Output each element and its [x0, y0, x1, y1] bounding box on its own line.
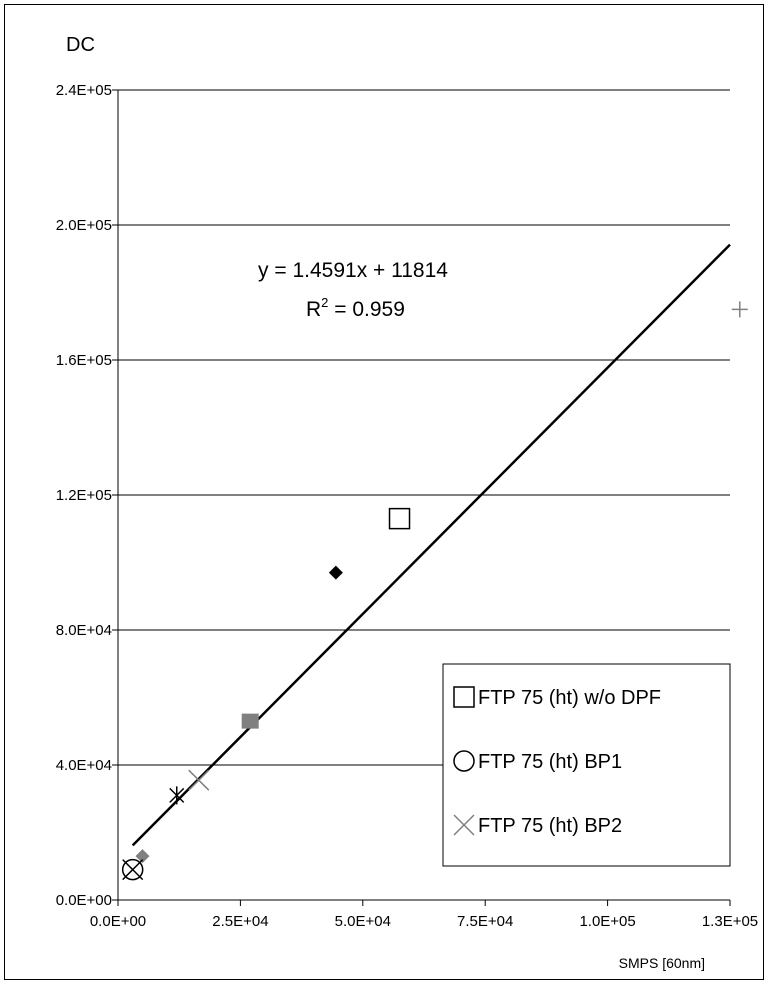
y-axis-title: DC	[66, 34, 95, 56]
x-tick-label: 5.0E+04	[335, 913, 391, 930]
r-squared-value: = 0.959	[328, 298, 404, 321]
data-point	[328, 565, 343, 580]
y-tick-label: 1.2E+05	[56, 487, 112, 504]
legend-swatch	[453, 686, 475, 708]
data-point	[122, 859, 144, 881]
x-tick-label: 0.0E+00	[90, 913, 146, 930]
marker-stroke	[188, 769, 210, 791]
y-tick-label: 2.0E+05	[56, 217, 112, 234]
data-point	[135, 849, 150, 864]
r-squared-exponent: 2	[321, 295, 328, 310]
trendline-layer	[131, 243, 731, 847]
legend-box	[442, 663, 731, 867]
marker-shape	[388, 507, 411, 530]
y-tick-label: 4.0E+04	[56, 757, 112, 774]
y-tick-label: 1.6E+05	[56, 352, 112, 369]
marker-shape	[328, 565, 343, 580]
marker-shape	[241, 713, 259, 729]
x-axis-title: SMPS [60nm]	[619, 955, 705, 971]
legend-swatch	[453, 750, 475, 772]
legend-items: FTP 75 (ht) w/o DPF FTP 75 (ht) BP1 FTP 75…	[453, 686, 661, 837]
legend: FTP 75 (ht) w/o DPF FTP 75 (ht) BP1 FTP 75…	[442, 663, 731, 867]
r-squared-letter: R	[306, 298, 321, 321]
marker-stroke	[453, 814, 475, 836]
x-tick-label: 1.0E+05	[579, 913, 635, 930]
trendline	[131, 243, 731, 847]
trendline-equation: y = 1.4591x + 11814	[258, 259, 448, 282]
legend-label: FTP 75 (ht) w/o DPF	[478, 687, 661, 709]
legend-swatch	[453, 814, 475, 836]
data-point	[241, 713, 259, 729]
data-point	[388, 507, 411, 530]
points-layer	[121, 301, 748, 881]
data-point	[121, 858, 144, 881]
x-tick-label: 7.5E+04	[457, 913, 513, 930]
data-point	[731, 301, 748, 318]
marker-shape	[121, 858, 144, 881]
marker-shape	[135, 849, 150, 864]
y-tick-label: 2.4E+05	[56, 82, 112, 99]
r-squared-label: R2 = 0.959	[306, 295, 405, 321]
data-point	[169, 786, 185, 805]
legend-label: FTP 75 (ht) BP1	[478, 751, 622, 773]
marker-shape	[453, 750, 475, 772]
marker-shape	[453, 686, 475, 708]
data-point	[188, 769, 210, 791]
x-tick-label: 2.5E+04	[212, 913, 268, 930]
y-tick-label: 0.0E+00	[56, 892, 112, 909]
marker-stroke	[122, 859, 144, 881]
x-tick-label: 1.3E+05	[702, 913, 758, 930]
y-tick-label: 8.0E+04	[56, 622, 112, 639]
axis-layer: 0.0E+00 4.0E+04 8.0E+04 1.2E+05 1.6E+05 2.0E+…	[56, 82, 758, 930]
legend-label: FTP 75 (ht) BP2	[478, 815, 622, 837]
